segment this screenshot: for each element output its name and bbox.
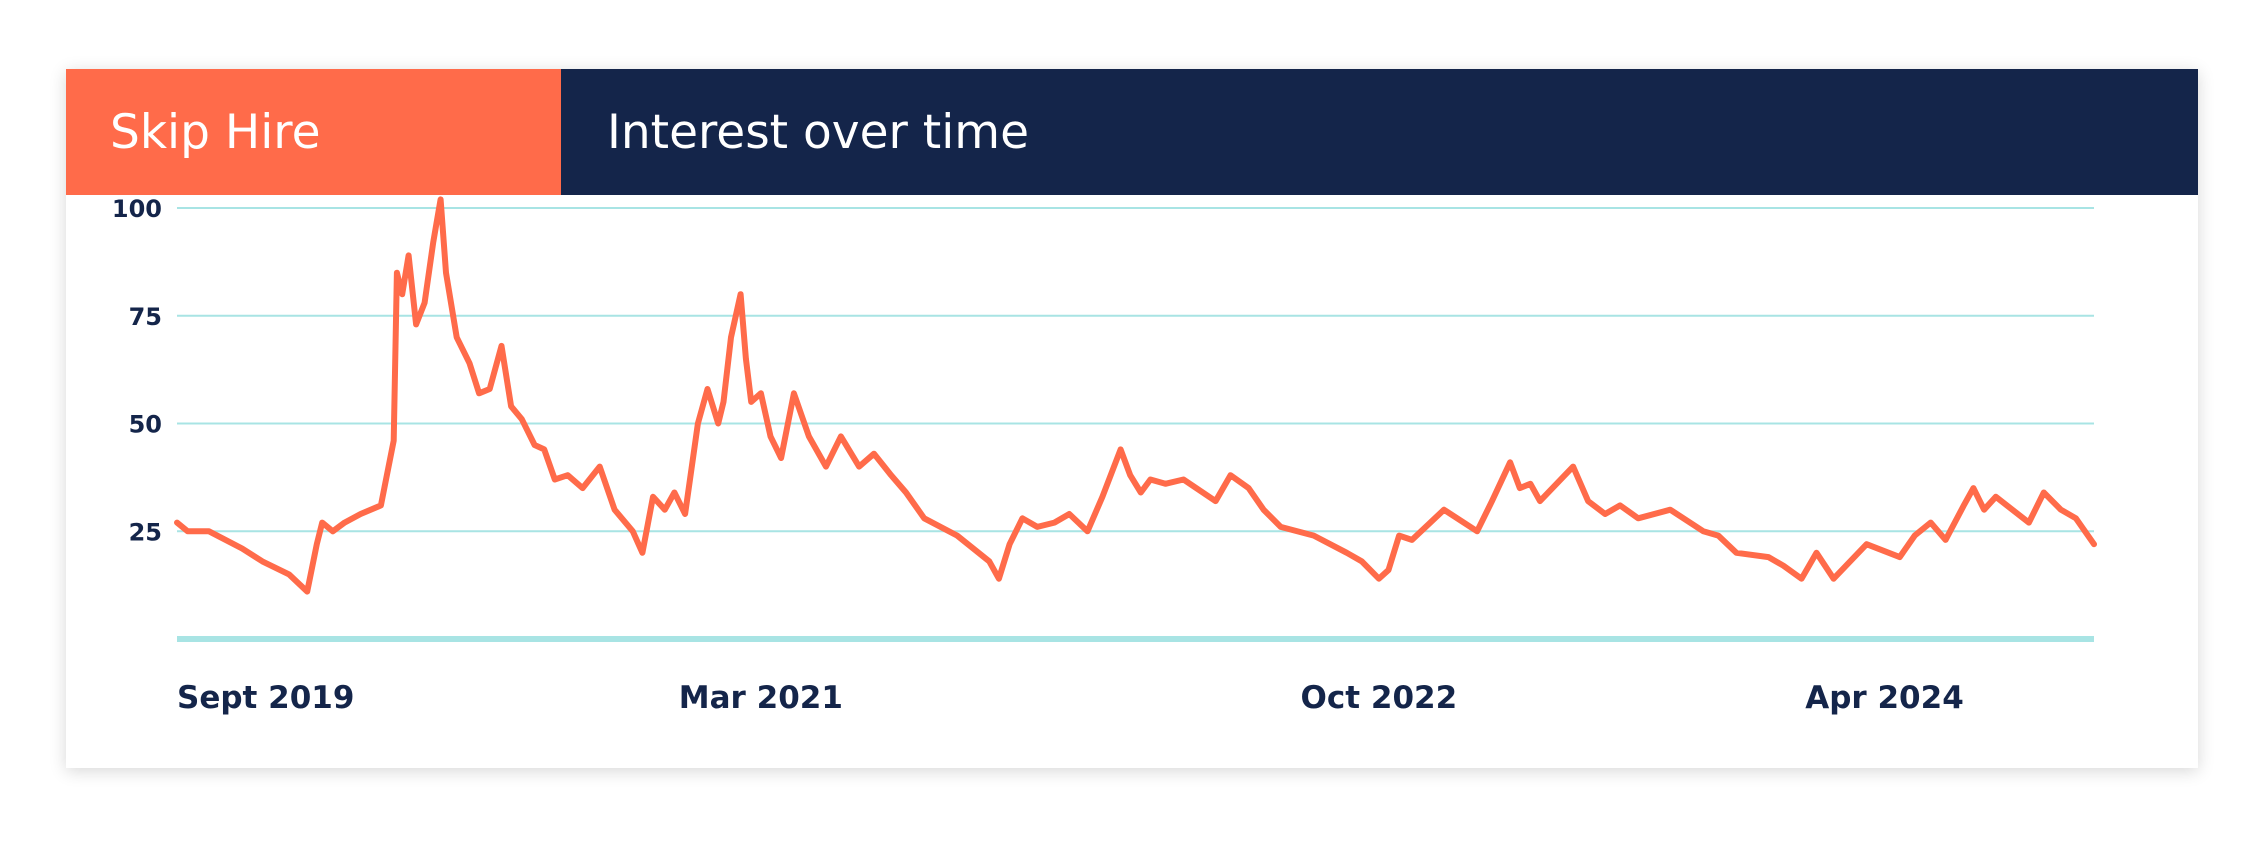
- line-chart: 25 50 75 100 Sept 2019 Mar 2021 Oct 2022 Apr 20…: [112, 195, 2097, 716]
- y-tick-label: 50: [129, 411, 162, 439]
- series-line: [174, 196, 2097, 595]
- y-tick-label: 75: [129, 303, 162, 331]
- chart-title: Interest over time: [561, 69, 2198, 195]
- card-header: Skip Hire Interest over time: [66, 69, 2198, 195]
- x-tick-label: Oct 2022: [1301, 680, 1458, 716]
- y-tick-label: 25: [129, 518, 162, 546]
- topic-label: Skip Hire: [66, 69, 561, 195]
- x-tick-label: Apr 2024: [1805, 680, 1964, 716]
- x-tick-label: Mar 2021: [679, 680, 843, 716]
- y-tick-label: 100: [112, 195, 162, 223]
- trend-card: Skip Hire Interest over time 25 50 75 100 Se…: [66, 69, 2198, 768]
- x-tick-label: Sept 2019: [177, 680, 354, 716]
